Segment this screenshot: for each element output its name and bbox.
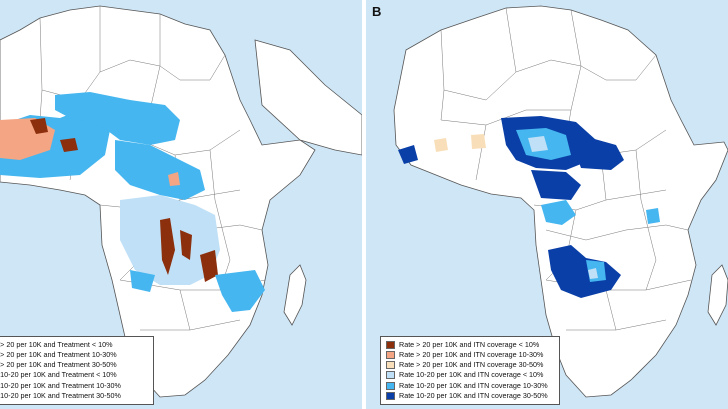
legend-swatch (386, 351, 395, 360)
legend-label: Rate 10-20 per 10K and ITN coverage 10-3… (399, 380, 548, 390)
legend-label: Rate 10-20 per 10K and ITN coverage < 10… (399, 370, 544, 380)
legend-b: Rate > 20 per 10K and ITN coverage < 10%… (380, 335, 560, 405)
legend-label: Rate 10-20 per 10K and Treatment 30-50% (0, 390, 121, 400)
panel-divider (362, 0, 366, 409)
legend-swatch (386, 361, 395, 370)
legend-label: Rate > 20 per 10K and ITN coverage 30-50… (399, 360, 544, 370)
legend-label: Rate > 20 per 10K and Treatment 30-50% (0, 360, 117, 370)
legend-row: Rate > 20 per 10K and Treatment 30-50% (0, 360, 148, 370)
arabian-peninsula (254, 39, 362, 156)
legend-swatch (386, 371, 395, 380)
africa-map-b (393, 5, 728, 398)
legend-swatch (386, 381, 395, 390)
legend-label: Rate 10-20 per 10K and Treatment 10-30% (0, 380, 121, 390)
legend-label: Rate > 20 per 10K and ITN coverage 10-30… (399, 349, 544, 359)
legend-label: Rate > 20 per 10K and Treatment < 10% (0, 339, 113, 349)
legend-row: Rate > 20 per 10K and ITN coverage 10-30… (386, 350, 554, 360)
legend-row: Rate > 20 per 10K and Treatment < 10% (0, 340, 148, 350)
legend-label: Rate > 20 per 10K and Treatment 10-30% (0, 349, 117, 359)
legend-label: Rate 10-20 per 10K and ITN coverage 30-5… (399, 390, 548, 400)
legend-row: Rate > 20 per 10K and ITN coverage < 10% (386, 340, 554, 350)
map-panel-a: Rate > 20 per 10K and Treatment < 10% Ra… (0, 0, 362, 409)
legend-row: Rate 10-20 per 10K and ITN coverage < 10… (386, 370, 554, 380)
legend-row: Rate 10-20 per 10K and ITN coverage 30-5… (386, 391, 554, 401)
country-borders (440, 7, 692, 331)
legend-row: Rate 10-20 per 10K and Treatment 10-30% (0, 381, 148, 391)
legend-row: Rate 10-20 per 10K and ITN coverage 10-3… (386, 381, 554, 391)
legend-row: Rate > 20 per 10K and Treatment 10-30% (0, 350, 148, 360)
legend-swatch (386, 340, 395, 349)
panel-label-b: B (372, 4, 382, 19)
legend-row: Rate > 20 per 10K and ITN coverage 30-50… (386, 360, 554, 370)
madagascar (283, 264, 307, 326)
legend-label: Rate 10-20 per 10K and Treatment < 10% (0, 370, 117, 380)
legend-a: Rate > 20 per 10K and Treatment < 10% Ra… (0, 335, 154, 405)
legend-row: Rate 10-20 per 10K and Treatment 30-50% (0, 391, 148, 401)
madagascar (707, 264, 728, 326)
risk-areas-a (0, 92, 265, 312)
africa-map-a (0, 5, 362, 398)
legend-row: Rate 10-20 per 10K and Treatment < 10% (0, 370, 148, 380)
map-panel-b: B Rate > 20 per 10K and ITN coverage < 1… (366, 0, 728, 409)
risk-areas-b (398, 116, 660, 298)
legend-label: Rate > 20 per 10K and ITN coverage < 10% (399, 339, 540, 349)
legend-swatch (386, 391, 395, 400)
